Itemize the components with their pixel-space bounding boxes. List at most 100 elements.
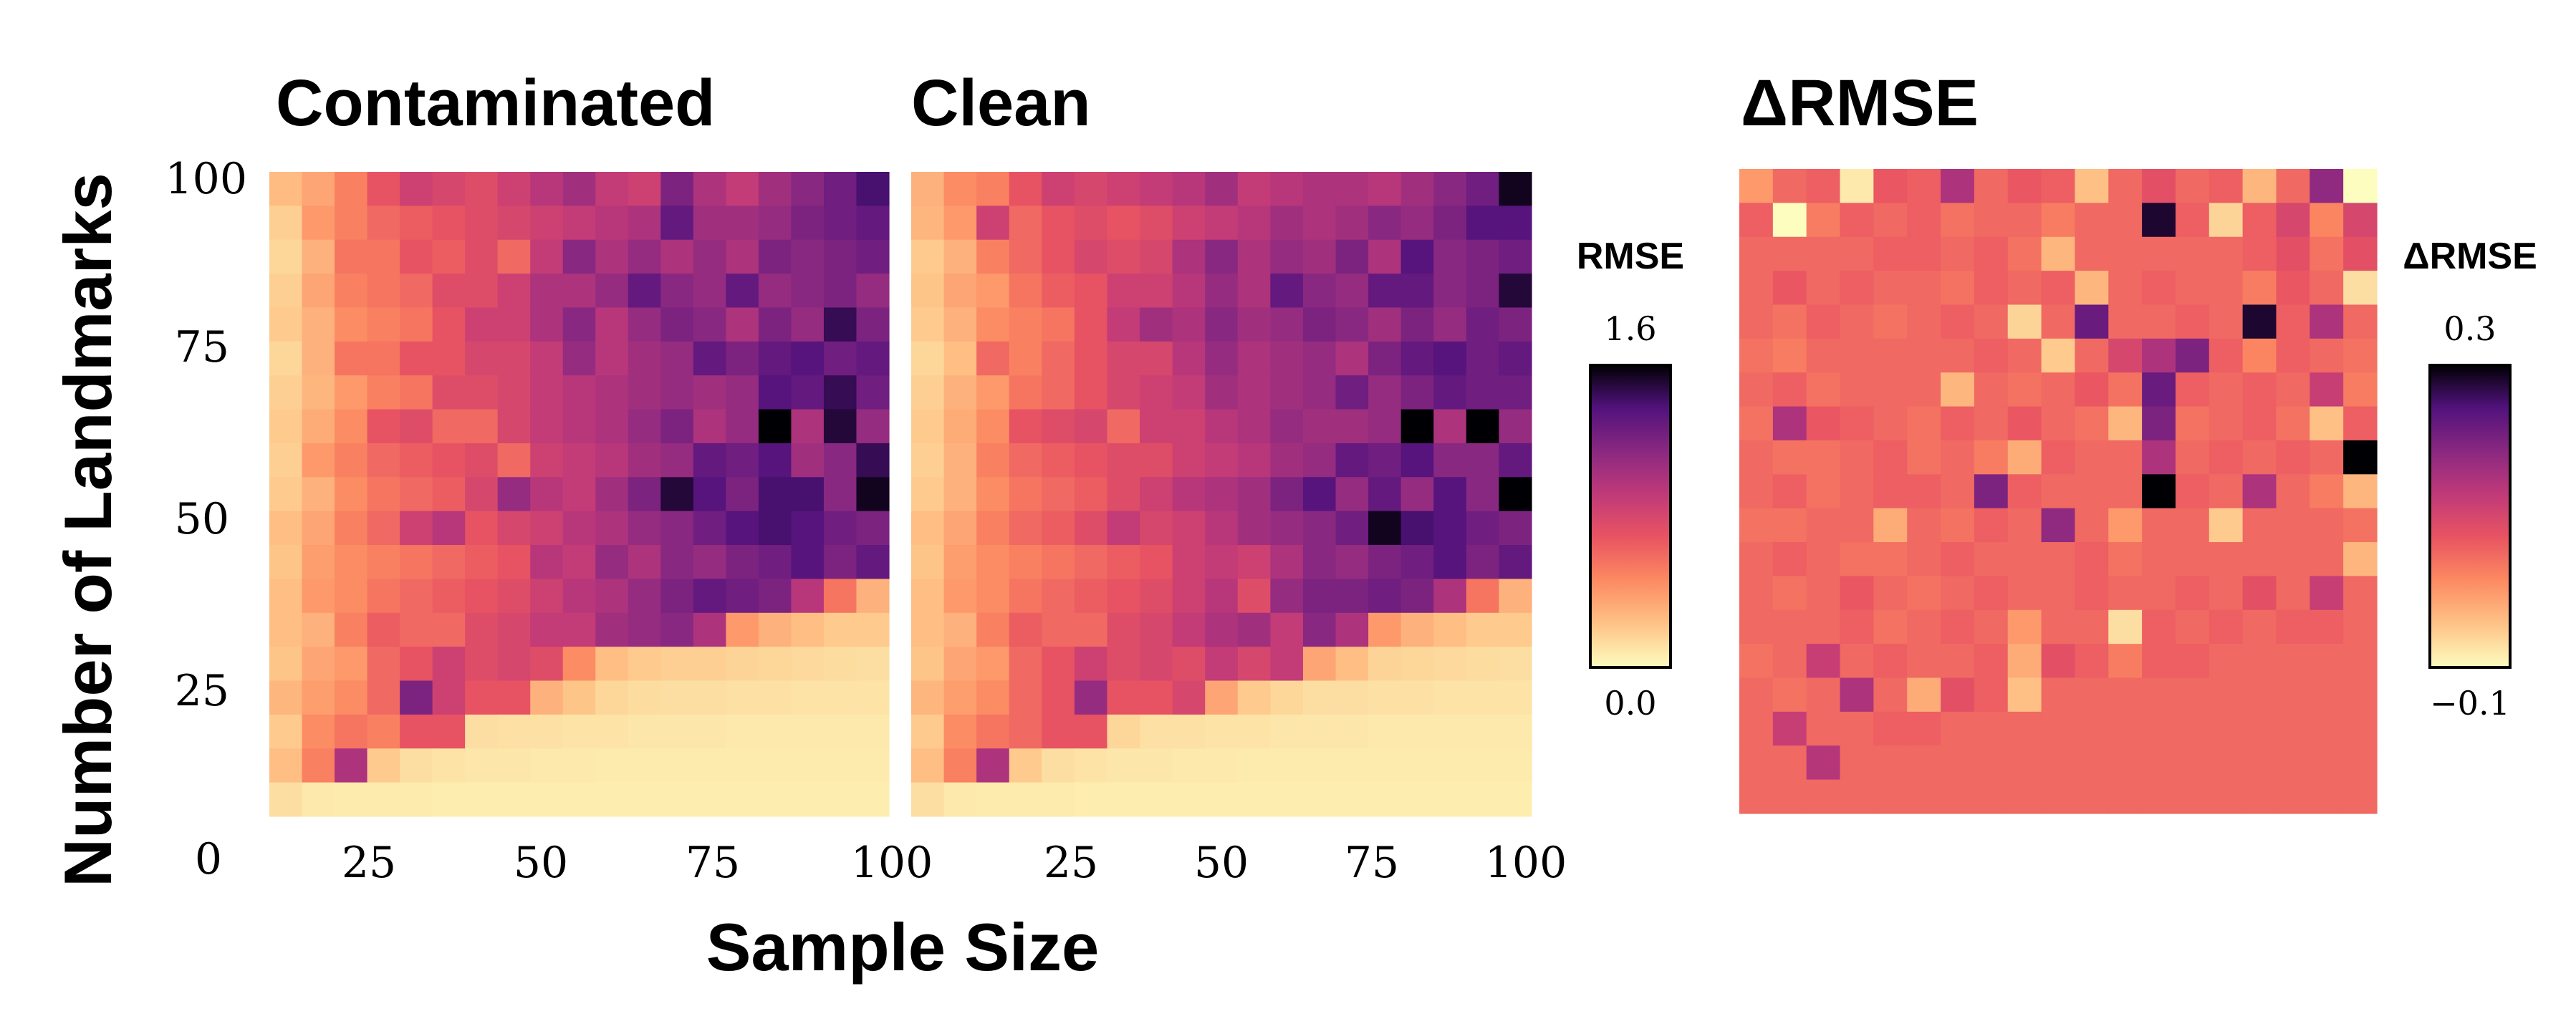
heatmap-cell — [1205, 647, 1239, 682]
heatmap-cell — [1806, 609, 1841, 644]
heatmap-cell — [2007, 406, 2042, 441]
heatmap-cell — [1335, 206, 1369, 241]
heatmap-cell — [726, 341, 759, 376]
heatmap-cell — [2242, 203, 2277, 238]
heatmap-cell — [1466, 239, 1500, 274]
heatmap-cell — [2175, 271, 2210, 306]
heatmap-cell — [1172, 748, 1206, 783]
heatmap-cell — [2310, 542, 2344, 577]
heatmap-cell — [1270, 307, 1304, 342]
heatmap-cell — [1335, 443, 1369, 478]
heatmap-cell — [1400, 274, 1434, 309]
heatmap-cell — [2108, 474, 2143, 509]
heatmap-cell — [1172, 206, 1206, 241]
heatmap-cell — [1009, 748, 1042, 783]
heatmap-cell — [1772, 644, 1807, 679]
heatmap-cell — [1941, 576, 1975, 611]
heatmap-cell — [2041, 677, 2076, 712]
heatmap-cell — [1205, 477, 1239, 512]
heatmap-cell — [1974, 169, 2009, 203]
heatmap-cell — [1107, 782, 1140, 817]
heatmap-cell — [660, 545, 694, 580]
heatmap-cell — [823, 341, 857, 376]
x-tick-label: 25 — [342, 838, 396, 888]
heatmap-cell — [1806, 406, 1841, 441]
heatmap-cell — [1107, 375, 1140, 410]
heatmap-cell — [432, 274, 466, 309]
heatmap-cell — [1140, 239, 1173, 274]
colorbar-max-label: 1.6 — [1604, 309, 1656, 348]
heatmap-cell — [2041, 711, 2076, 746]
heatmap-cell — [1873, 474, 1908, 509]
heatmap-cell — [1433, 206, 1467, 241]
heatmap-cell — [2242, 304, 2277, 339]
heatmap-cell — [628, 545, 661, 580]
heatmap-cell — [856, 172, 890, 206]
heatmap-cell — [1009, 477, 1042, 512]
heatmap-cell — [269, 172, 303, 206]
heatmap-cell — [1466, 172, 1500, 206]
heatmap-cell — [1042, 748, 1075, 783]
heatmap-cell — [1400, 782, 1434, 817]
heatmap-cell — [1499, 612, 1532, 647]
heatmap-cell — [911, 477, 945, 512]
heatmap-cell — [791, 545, 825, 580]
heatmap-cell — [1739, 406, 1774, 441]
heatmap-cell — [1205, 206, 1239, 241]
heatmap-cell — [1974, 542, 2009, 577]
heatmap-cell — [911, 443, 945, 478]
heatmap-cell — [1074, 206, 1108, 241]
x-tick-label: 50 — [514, 838, 568, 888]
heatmap-cell — [562, 341, 596, 376]
heatmap-cell — [1140, 409, 1173, 444]
heatmap-cell — [2175, 576, 2210, 611]
heatmap-cell — [856, 748, 890, 783]
heatmap-cell — [1042, 409, 1075, 444]
heatmap-cell — [2007, 542, 2042, 577]
heatmap-cell — [1302, 612, 1337, 647]
heatmap-cell — [2041, 406, 2076, 441]
heatmap-cell — [1772, 169, 1807, 203]
heatmap-cell — [2041, 372, 2076, 407]
heatmap-cell — [2209, 711, 2244, 746]
heatmap-cell — [911, 782, 945, 817]
heatmap-cell — [400, 782, 433, 817]
heatmap-cell — [2310, 677, 2344, 712]
heatmap-cell — [562, 511, 596, 546]
heatmap-cell — [2175, 372, 2210, 407]
heatmap-cell — [1840, 406, 1874, 441]
heatmap-cell — [1335, 714, 1369, 749]
heatmap-cell — [1433, 714, 1467, 749]
heatmap-cell — [1140, 172, 1173, 206]
heatmap-cell — [726, 748, 759, 783]
heatmap-cell — [1270, 782, 1304, 817]
heatmap-cell — [1772, 711, 1807, 746]
heatmap-cell — [660, 409, 694, 444]
heatmap-cell — [1499, 477, 1532, 512]
heatmap-cell — [943, 647, 977, 682]
heatmap-cell — [1941, 677, 1975, 712]
heatmap-cell — [1172, 172, 1206, 206]
heatmap-cell — [1466, 511, 1500, 546]
heatmap-cell — [335, 714, 368, 749]
heatmap-cell — [628, 680, 661, 715]
heatmap-cell — [758, 579, 792, 614]
heatmap-cell — [269, 545, 303, 580]
heatmap-cell — [2343, 304, 2378, 339]
heatmap-cell — [562, 206, 596, 241]
heatmap-cell — [1840, 609, 1874, 644]
heatmap-cell — [1499, 714, 1532, 749]
heatmap-cell — [1205, 579, 1239, 614]
heatmap-cell — [660, 274, 694, 309]
heatmap-cell — [2242, 474, 2277, 509]
heatmap-cell — [2075, 203, 2109, 238]
heatmap-cell — [2175, 338, 2210, 373]
heatmap-cell — [2075, 508, 2109, 543]
heatmap-cell — [2310, 711, 2344, 746]
heatmap-cell — [1840, 338, 1874, 373]
heatmap-cell — [2276, 779, 2310, 814]
heatmap-cell — [791, 511, 825, 546]
heatmap-cell — [1907, 474, 1941, 509]
heatmap-cell — [1302, 477, 1337, 512]
heatmap-cell — [856, 274, 890, 309]
